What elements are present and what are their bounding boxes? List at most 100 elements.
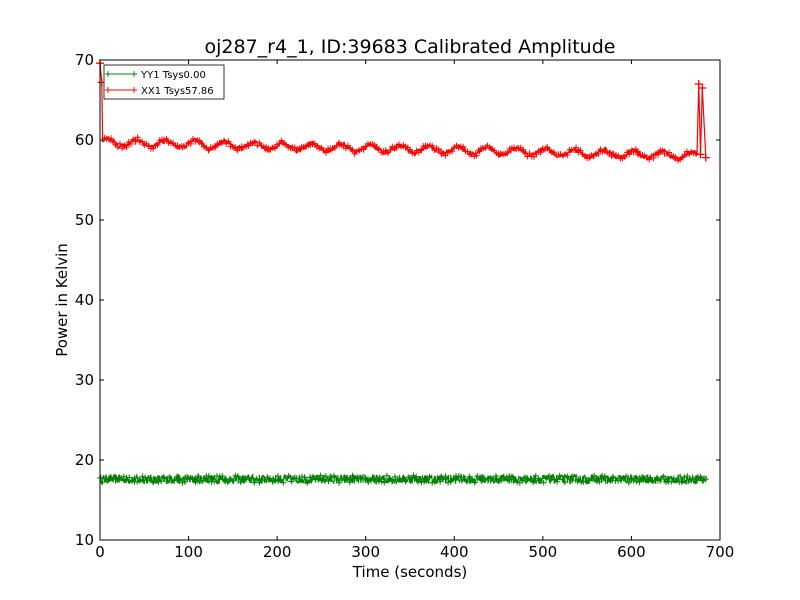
marker-point-xx1: [198, 140, 205, 147]
marker-point-yy1: [591, 472, 598, 479]
marker-point-yy1: [235, 473, 242, 480]
marker-point-yy1: [394, 476, 401, 483]
marker-point-yy1: [559, 476, 566, 483]
x-tick-label: 200: [263, 543, 292, 561]
x-tick-label: 500: [529, 543, 558, 561]
marker-point-yy1: [240, 477, 247, 484]
marker-point-xx1: [221, 137, 227, 144]
series-markers-yy1: [97, 472, 709, 486]
marker-point-xx1: [537, 149, 544, 156]
marker-point-yy1: [192, 479, 199, 486]
marker-point-yy1: [142, 474, 149, 481]
marker-point-xx1: [407, 146, 413, 153]
legend-marker: [131, 71, 137, 77]
marker-point-yy1: [492, 473, 499, 480]
marker-point-yy1: [482, 476, 489, 483]
marker-point-yy1: [647, 474, 654, 481]
marker-point-yy1: [702, 476, 709, 483]
marker-point-yy1: [267, 475, 274, 482]
marker-point-yy1: [678, 478, 685, 485]
marker-point-yy1: [336, 479, 343, 486]
x-axis-label: Time (seconds): [352, 563, 468, 581]
legend-label: XX1 Tsys57.86: [141, 86, 214, 97]
marker-point-yy1: [160, 474, 167, 481]
marker-point-yy1: [317, 472, 324, 479]
x-tick-label: 400: [440, 543, 469, 561]
marker-point-xx1: [114, 143, 121, 150]
legend-marker: [105, 87, 111, 93]
y-axis-label: Power in Kelvin: [53, 243, 71, 357]
x-tick-label: 600: [617, 543, 646, 561]
marker-point-xx1: [387, 147, 394, 154]
marker-point-yy1: [697, 474, 704, 481]
marker-point-xx1: [108, 135, 115, 142]
marker-point-yy1: [604, 477, 611, 484]
marker-point-yy1: [442, 473, 449, 480]
marker-point-yy1: [684, 473, 691, 480]
marker-point-yy1: [362, 475, 369, 482]
marker-point-yy1: [572, 477, 579, 484]
marker-point-yy1: [455, 472, 462, 479]
marker-point-yy1: [251, 479, 258, 486]
y-tick-label: 60: [75, 131, 94, 149]
marker-point-xx1: [349, 146, 356, 153]
marker-point-yy1: [301, 474, 308, 481]
marker-point-yy1: [623, 473, 630, 480]
marker-point-xx1: [429, 142, 436, 149]
marker-point-yy1: [253, 475, 260, 482]
marker-point-yy1: [168, 476, 175, 483]
y-tick-label: 20: [75, 451, 94, 469]
marker-point-yy1: [174, 473, 181, 480]
marker-point-yy1: [554, 478, 561, 485]
marker-point-yy1: [224, 478, 231, 485]
marker-point-yy1: [328, 474, 335, 481]
marker-point-yy1: [211, 478, 218, 485]
y-tick-label: 30: [75, 371, 94, 389]
marker-point-xx1: [473, 152, 480, 159]
marker-point-xx1: [322, 149, 329, 156]
marker-point-xx1: [650, 154, 657, 161]
marker-point-yy1: [469, 475, 475, 482]
marker-point-yy1: [511, 476, 518, 483]
marker-point-yy1: [182, 478, 189, 485]
marker-point-yy1: [527, 475, 534, 482]
marker-point-yy1: [190, 476, 196, 483]
marker-point-yy1: [171, 477, 178, 484]
marker-spike-xx1: [696, 150, 705, 159]
marker-point-yy1: [139, 473, 146, 480]
marker-point-yy1: [229, 477, 236, 484]
legend-box: [103, 64, 225, 100]
marker-point-xx1: [672, 154, 679, 161]
marker-point-xx1: [533, 151, 540, 158]
marker-point-yy1: [325, 477, 332, 484]
marker-point-yy1: [423, 475, 430, 482]
marker-point-yy1: [498, 477, 505, 484]
marker-point-yy1: [633, 478, 640, 485]
marker-point-yy1: [158, 478, 165, 485]
marker-point-xx1: [393, 144, 400, 151]
marker-point-xx1: [595, 150, 602, 157]
legend-label: YY1 Tsys0.00: [140, 70, 206, 81]
legend-marker: [131, 87, 137, 93]
marker-point-xx1: [163, 135, 170, 142]
marker-point-yy1: [593, 477, 600, 484]
marker-point-yy1: [692, 476, 699, 483]
marker-point-yy1: [285, 473, 292, 480]
marker-point-yy1: [514, 479, 521, 486]
marker-point-yy1: [163, 478, 170, 485]
x-tick-label: 300: [351, 543, 380, 561]
marker-point-yy1: [556, 472, 563, 479]
marker-point-yy1: [490, 475, 497, 482]
marker-point-yy1: [381, 479, 388, 486]
marker-point-yy1: [410, 472, 417, 479]
marker-point-yy1: [439, 476, 446, 483]
marker-point-yy1: [474, 473, 481, 480]
marker-point-yy1: [540, 479, 547, 486]
marker-point-yy1: [378, 478, 385, 485]
marker-point-yy1: [426, 473, 433, 480]
marker-point-yy1: [152, 477, 159, 484]
marker-point-yy1: [312, 476, 319, 483]
marker-point-yy1: [277, 476, 284, 483]
marker-point-yy1: [306, 474, 313, 481]
marker-point-yy1: [421, 478, 428, 485]
